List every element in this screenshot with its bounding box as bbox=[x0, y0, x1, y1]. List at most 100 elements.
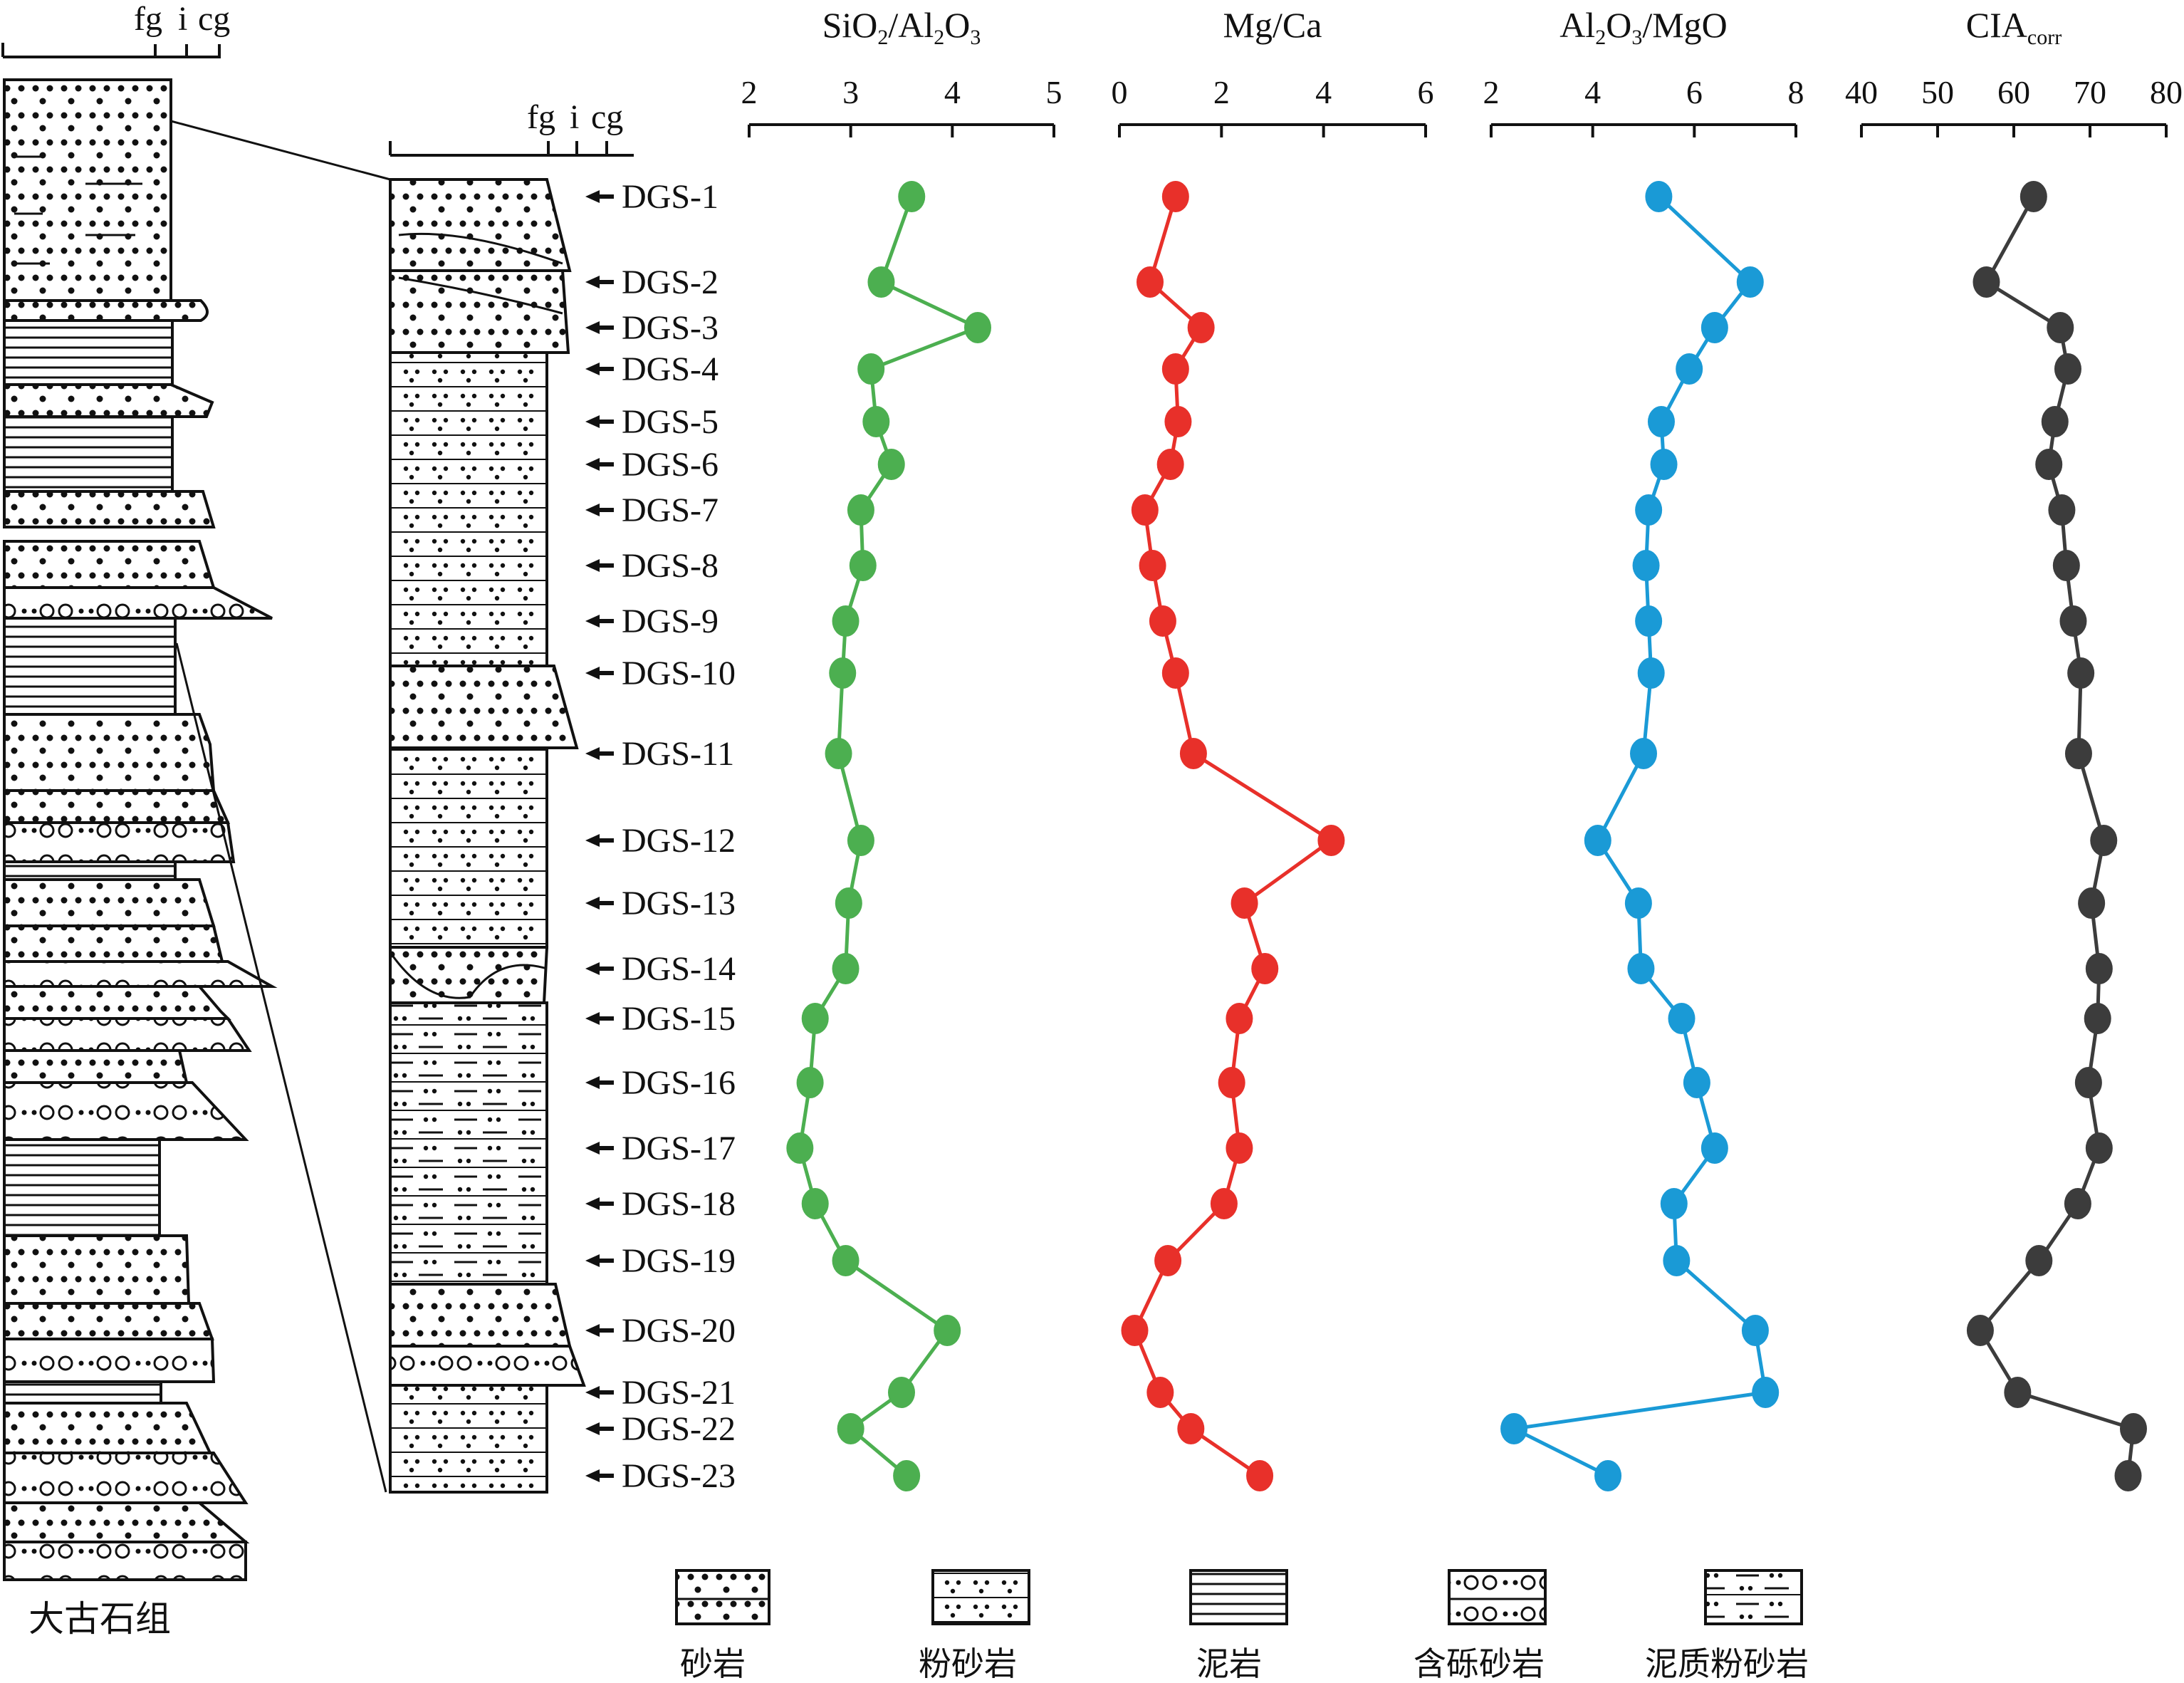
data-point bbox=[847, 825, 874, 856]
sample-label: DGS-20 bbox=[622, 1312, 736, 1350]
x-tick-label: 0 bbox=[1112, 74, 1128, 110]
grain-scale-left: fg i cg bbox=[1, 0, 230, 58]
sample-arrow-icon bbox=[585, 559, 614, 572]
sample-arrow-icon bbox=[585, 747, 614, 760]
data-point bbox=[1637, 657, 1665, 689]
scale-label-cg: cg bbox=[198, 0, 230, 38]
legend-label-muddy-siltstone: 泥质粉砂岩 bbox=[1645, 1645, 1809, 1683]
data-point bbox=[1139, 550, 1166, 581]
sample-label: DGS-18 bbox=[622, 1185, 736, 1223]
data-point bbox=[1156, 449, 1184, 480]
data-point bbox=[829, 657, 857, 689]
data-point bbox=[2020, 181, 2047, 212]
data-point bbox=[964, 312, 991, 343]
sample-label: DGS-9 bbox=[622, 603, 719, 640]
x-tick-label: 40 bbox=[1845, 74, 1878, 110]
series-line bbox=[1508, 195, 1768, 1478]
data-point bbox=[1584, 825, 1611, 856]
data-point bbox=[1630, 738, 1657, 769]
data-point bbox=[2114, 1460, 2142, 1491]
data-point bbox=[2064, 738, 2092, 769]
stratigraphic-column-full bbox=[3, 78, 278, 1581]
legend-label-sandstone: 砂岩 bbox=[680, 1645, 746, 1683]
data-point bbox=[2085, 1132, 2113, 1164]
sample-arrow-icon bbox=[585, 962, 614, 975]
legend-item-pebbly-sandstone: 含砾砂岩 bbox=[1414, 1569, 1547, 1683]
chart-panel: SiO2/Al2O3 2 3 4 5 bbox=[741, 5, 1062, 1491]
x-tick-label: 6 bbox=[1686, 74, 1703, 110]
sample-label: DGS-1 bbox=[622, 178, 719, 216]
data-point bbox=[2064, 1188, 2091, 1219]
data-point bbox=[1650, 449, 1678, 480]
scale-label-fg: fg bbox=[134, 0, 162, 38]
sample-label: DGS-3 bbox=[622, 309, 719, 347]
scale-label-i: i bbox=[178, 0, 187, 38]
sample-label: DGS-12 bbox=[622, 822, 736, 860]
data-point bbox=[2059, 605, 2087, 637]
data-point bbox=[832, 1245, 860, 1276]
sample-arrow-icon bbox=[585, 1386, 614, 1399]
data-point bbox=[1700, 312, 1728, 343]
data-point bbox=[1231, 887, 1258, 919]
data-point bbox=[2090, 825, 2118, 856]
data-point bbox=[1149, 605, 1176, 637]
chart-title: CIAcorr bbox=[1966, 5, 2062, 49]
data-point bbox=[1317, 825, 1345, 856]
data-point bbox=[1226, 1132, 1253, 1164]
data-point bbox=[862, 406, 890, 437]
data-point bbox=[801, 1003, 829, 1034]
sample-label: DGS-17 bbox=[622, 1130, 736, 1167]
sample-arrow-icon bbox=[585, 458, 614, 471]
sample-label: DGS-4 bbox=[622, 350, 719, 388]
data-point bbox=[2048, 494, 2076, 526]
data-point bbox=[1624, 887, 1652, 919]
sample-arrow-icon bbox=[585, 1469, 614, 1482]
sample-label: DGS-8 bbox=[622, 547, 719, 585]
sample-arrow-icon bbox=[585, 363, 614, 375]
legend-label-pebbly-sandstone: 含砾砂岩 bbox=[1414, 1645, 1545, 1683]
series-line bbox=[1132, 196, 1334, 1478]
sample-arrow-icon bbox=[585, 1197, 614, 1210]
legend-item-siltstone: 粉砂岩 bbox=[919, 1569, 1030, 1683]
data-point bbox=[832, 953, 860, 984]
data-point bbox=[888, 1377, 915, 1408]
data-point bbox=[837, 1413, 864, 1444]
sample-label: DGS-2 bbox=[622, 264, 719, 301]
sample-label: DGS-7 bbox=[622, 491, 719, 529]
data-point bbox=[1635, 605, 1663, 637]
lithology-legend: 砂岩 粉砂岩 泥岩 含砾砂岩 泥质粉砂岩 bbox=[675, 1569, 1809, 1683]
x-tick-label: 6 bbox=[1418, 74, 1434, 110]
data-point bbox=[893, 1460, 921, 1491]
legend-item-muddy-siltstone: 泥质粉砂岩 bbox=[1645, 1569, 1809, 1683]
detail-scale-label-fg: fg bbox=[527, 98, 555, 136]
data-point bbox=[1966, 1315, 1994, 1346]
sample-label: DGS-15 bbox=[622, 1000, 736, 1038]
sample-label: DGS-16 bbox=[622, 1064, 736, 1102]
stratigraphic-column-detail bbox=[389, 178, 586, 1494]
x-tick-label: 50 bbox=[1921, 74, 1954, 110]
x-tick-label: 2 bbox=[1213, 74, 1230, 110]
x-tick-label: 80 bbox=[2150, 74, 2183, 110]
x-tick-label: 70 bbox=[2074, 74, 2106, 110]
data-point bbox=[2035, 449, 2063, 480]
sample-label: DGS-10 bbox=[622, 655, 736, 692]
sample-label: DGS-22 bbox=[622, 1410, 736, 1448]
sample-arrow-icon bbox=[585, 504, 614, 516]
formation-name: 大古石组 bbox=[28, 1598, 171, 1640]
x-tick-label: 8 bbox=[1788, 74, 1804, 110]
sample-arrow-icon bbox=[585, 897, 614, 910]
data-point bbox=[1164, 406, 1192, 437]
chart-title: Al2O3/MgO bbox=[1559, 5, 1728, 49]
sample-arrow-icon bbox=[585, 276, 614, 288]
data-point bbox=[1635, 494, 1663, 526]
data-point bbox=[1741, 1315, 1769, 1346]
sample-label: DGS-14 bbox=[622, 950, 736, 988]
sample-label: DGS-19 bbox=[622, 1242, 736, 1280]
data-point bbox=[1154, 1245, 1182, 1276]
data-point bbox=[867, 266, 895, 298]
data-point bbox=[1736, 266, 1764, 298]
sample-arrow-icon bbox=[585, 615, 614, 627]
x-tick-label: 2 bbox=[1483, 74, 1500, 110]
data-point bbox=[857, 353, 885, 385]
